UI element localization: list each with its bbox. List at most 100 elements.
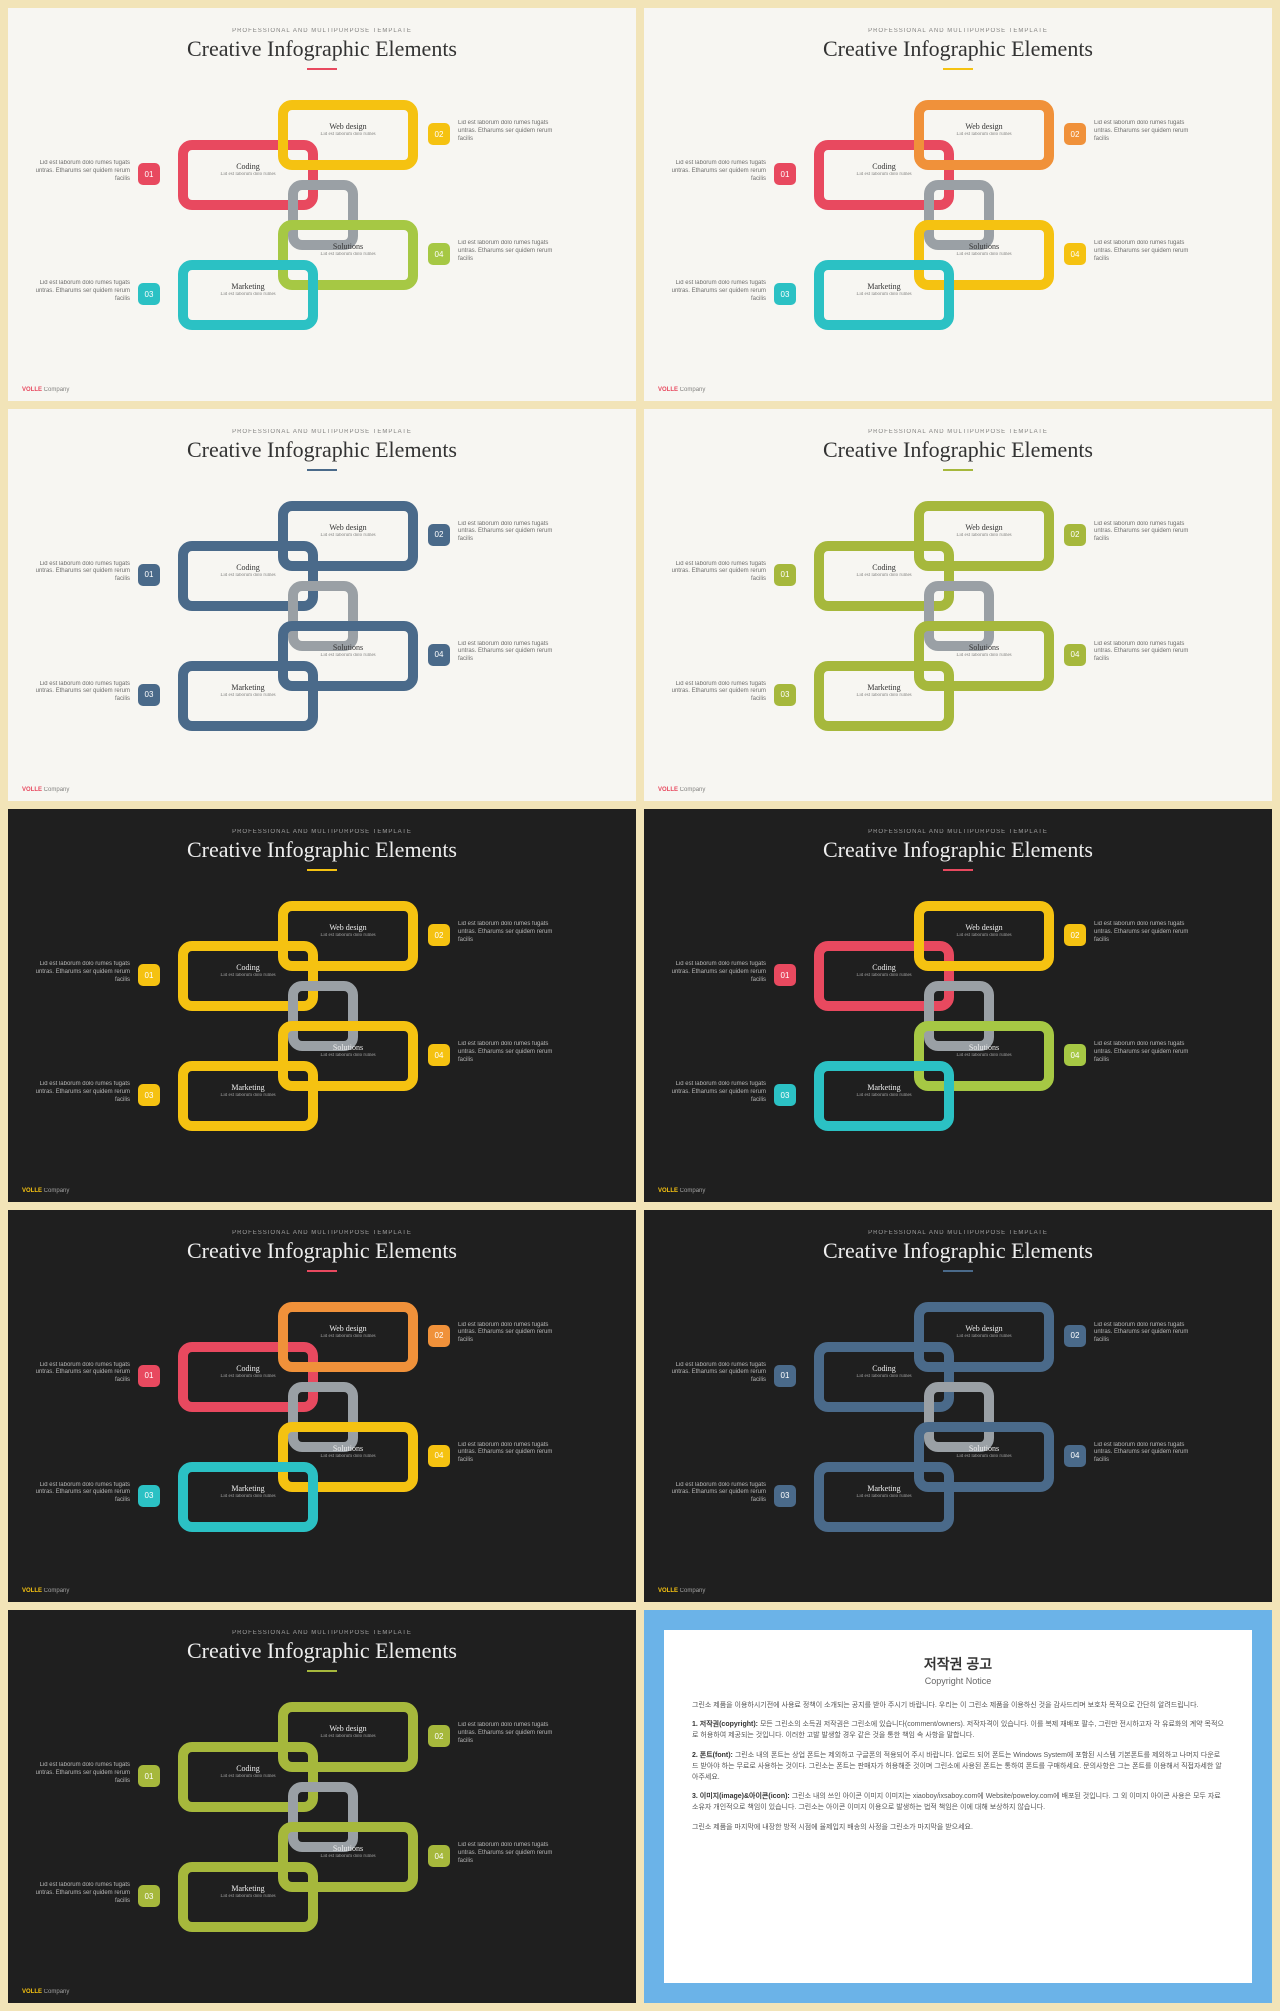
ring-label-sub: Lid est laborum dolo rumes (198, 1093, 298, 1099)
footer-company: Company (678, 1188, 705, 1194)
ring-label-text: Web design (934, 923, 1034, 932)
ring-label: Web designLid est laborum dolo rumes (298, 1724, 398, 1740)
slide-header: PROFESSIONAL AND MULTIPURPOSE TEMPLATECr… (644, 8, 1272, 70)
slide-header: PROFESSIONAL AND MULTIPURPOSE TEMPLATECr… (8, 409, 636, 471)
chain-diagram: CodingLid est laborum dolo rumes Web desi… (644, 70, 1272, 383)
chain-diagram: CodingLid est laborum dolo rumesWeb desi… (8, 1272, 636, 1585)
ring-label-sub: Lid est laborum dolo rumes (198, 693, 298, 699)
number-badge: 02 (1064, 1325, 1086, 1347)
annotation-text: Lid est laborum dolo rumes fugats untras… (458, 120, 558, 143)
ring-label: SolutionsLid est laborum dolo rumes (934, 1043, 1034, 1059)
annotation-text: Lid est laborum dolo rumes fugats untras… (30, 1882, 130, 1905)
template-slide: PROFESSIONAL AND MULTIPURPOSE TEMPLATECr… (644, 8, 1272, 401)
number-badge: 01 (774, 1365, 796, 1387)
annotation-text: Lid est laborum dolo rumes fugats untras… (458, 921, 558, 944)
slide-subtitle: PROFESSIONAL AND MULTIPURPOSE TEMPLATE (8, 28, 636, 34)
annotation-text: Lid est laborum dolo rumes fugats untras… (666, 561, 766, 584)
slide-title: Creative Infographic Elements (644, 36, 1272, 62)
ring-label-sub: Lid est laborum dolo rumes (934, 252, 1034, 258)
ring-label-text: Solutions (934, 1043, 1034, 1052)
template-slide: PROFESSIONAL AND MULTIPURPOSE TEMPLATECr… (644, 409, 1272, 802)
number-badge: 03 (774, 283, 796, 305)
ring-label: SolutionsLid est laborum dolo rumes (298, 1444, 398, 1460)
ring-label: SolutionsLid est laborum dolo rumes (298, 1844, 398, 1860)
annotation-text: Lid est laborum dolo rumes fugats untras… (30, 1482, 130, 1505)
annotation-text: Lid est laborum dolo rumes fugats untras… (458, 1322, 558, 1345)
number-badge: 02 (428, 123, 450, 145)
notice-intro: 그린소 제품을 이용하시기전에 사용료 정책이 소개되는 공지를 받아 주시기 … (692, 1700, 1224, 1711)
annotation-text: Lid est laborum dolo rumes fugats untras… (458, 521, 558, 544)
ring-label: MarketingLid est laborum dolo rumes (834, 1484, 934, 1500)
footer-company: Company (42, 1989, 69, 1995)
annotation-text: Lid est laborum dolo rumes fugats untras… (458, 1442, 558, 1465)
ring-label-text: Coding (834, 563, 934, 572)
ring-label-sub: Lid est laborum dolo rumes (934, 1454, 1034, 1460)
template-slide: PROFESSIONAL AND MULTIPURPOSE TEMPLATE Cr… (8, 1210, 636, 1603)
notice-section: 1. 저작권(copyright): 모든 그린소의 소득권 저작권은 그린소에… (692, 1719, 1224, 1741)
notice-section-head: 1. 저작권(copyright): (692, 1721, 760, 1728)
ring-label-sub: Lid est laborum dolo rumes (198, 573, 298, 579)
ring-label: Web designLid est laborum dolo rumes (298, 923, 398, 939)
slide-header: PROFESSIONAL AND MULTIPURPOSE TEMPLATECr… (644, 1210, 1272, 1272)
annotation-text: Lid est laborum dolo rumes fugats untras… (1094, 1322, 1194, 1345)
footer-left: VOLLE Company (658, 387, 705, 393)
ring-label-text: Solutions (298, 643, 398, 652)
number-badge: 04 (1064, 243, 1086, 265)
annotation-text: Lid est laborum dolo rumes fugats untras… (1094, 641, 1194, 664)
footer-brand: VOLLE (658, 387, 678, 393)
ring-label-sub: Lid est laborum dolo rumes (934, 1053, 1034, 1059)
chain-diagram: CodingLid est laborum dolo rumesWeb desi… (8, 871, 636, 1184)
ring-label-sub: Lid est laborum dolo rumes (298, 653, 398, 659)
number-badge: 04 (428, 1845, 450, 1867)
number-badge: 01 (138, 1765, 160, 1787)
number-badge: 03 (138, 684, 160, 706)
ring-label: CodingLid est laborum dolo rumes (198, 162, 298, 178)
ring-label-text: Coding (834, 963, 934, 972)
chain-diagram: CodingLid est laborum dolo rumesWeb desi… (644, 1272, 1272, 1585)
ring-label-text: Coding (198, 162, 298, 171)
annotation-text: Lid est laborum dolo rumes fugats untras… (666, 681, 766, 704)
annotation-text: Lid est laborum dolo rumes fugats untras… (666, 1362, 766, 1385)
ring-label-text: Solutions (934, 242, 1034, 251)
ring-label-sub: Lid est laborum dolo rumes (934, 1334, 1034, 1340)
template-slide: PROFESSIONAL AND MULTIPURPOSE TEMPLATECr… (8, 409, 636, 802)
number-badge: 01 (138, 564, 160, 586)
ring-label-text: Solutions (934, 643, 1034, 652)
annotation-text: Lid est laborum dolo rumes fugats untras… (30, 561, 130, 584)
ring-label-sub: Lid est laborum dolo rumes (834, 973, 934, 979)
chain-diagram: CodingLid est laborum dolo rumesWeb desi… (644, 871, 1272, 1184)
number-badge: 03 (774, 684, 796, 706)
footer-brand: VOLLE (22, 1588, 42, 1594)
ring-label: MarketingLid est laborum dolo rumes (198, 1083, 298, 1099)
ring-label-sub: Lid est laborum dolo rumes (834, 693, 934, 699)
slide-header: PROFESSIONAL AND MULTIPURPOSE TEMPLATECr… (8, 1610, 636, 1672)
footer-brand: VOLLE (658, 1588, 678, 1594)
annotation-text: Lid est laborum dolo rumes fugats untras… (1094, 521, 1194, 544)
slide-title: Creative Infographic Elements (644, 437, 1272, 463)
annotation-text: Lid est laborum dolo rumes fugats untras… (30, 961, 130, 984)
footer-left: VOLLE Company (22, 1588, 69, 1594)
ring-label: Web designLid est laborum dolo rumes (298, 122, 398, 138)
slide-header: PROFESSIONAL AND MULTIPURPOSE TEMPLATECr… (644, 409, 1272, 471)
number-badge: 01 (138, 1365, 160, 1387)
slide-subtitle: PROFESSIONAL AND MULTIPURPOSE TEMPLATE (8, 1230, 636, 1236)
annotation-text: Lid est laborum dolo rumes fugats untras… (30, 1762, 130, 1785)
ring-label-text: Coding (198, 963, 298, 972)
annotation-text: Lid est laborum dolo rumes fugats untras… (458, 641, 558, 664)
ring-label-text: Solutions (298, 1444, 398, 1453)
slide-subtitle: PROFESSIONAL AND MULTIPURPOSE TEMPLATE (8, 1630, 636, 1636)
footer-company: Company (42, 387, 69, 393)
ring-label: CodingLid est laborum dolo rumes (834, 162, 934, 178)
ring-label: Web designLid est laborum dolo rumes (934, 1324, 1034, 1340)
slide-title: Creative Infographic Elements (8, 1238, 636, 1264)
ring-label: Web designLid est laborum dolo rumes (934, 122, 1034, 138)
ring-label-sub: Lid est laborum dolo rumes (934, 132, 1034, 138)
ring-label-sub: Lid est laborum dolo rumes (298, 252, 398, 258)
ring-label-sub: Lid est laborum dolo rumes (298, 1454, 398, 1460)
ring-label-sub: Lid est laborum dolo rumes (298, 1334, 398, 1340)
ring-label-text: Marketing (834, 1083, 934, 1092)
ring-label: MarketingLid est laborum dolo rumes (198, 1884, 298, 1900)
ring-label-text: Marketing (834, 282, 934, 291)
ring-label-sub: Lid est laborum dolo rumes (834, 573, 934, 579)
ring-label: CodingLid est laborum dolo rumes (198, 963, 298, 979)
